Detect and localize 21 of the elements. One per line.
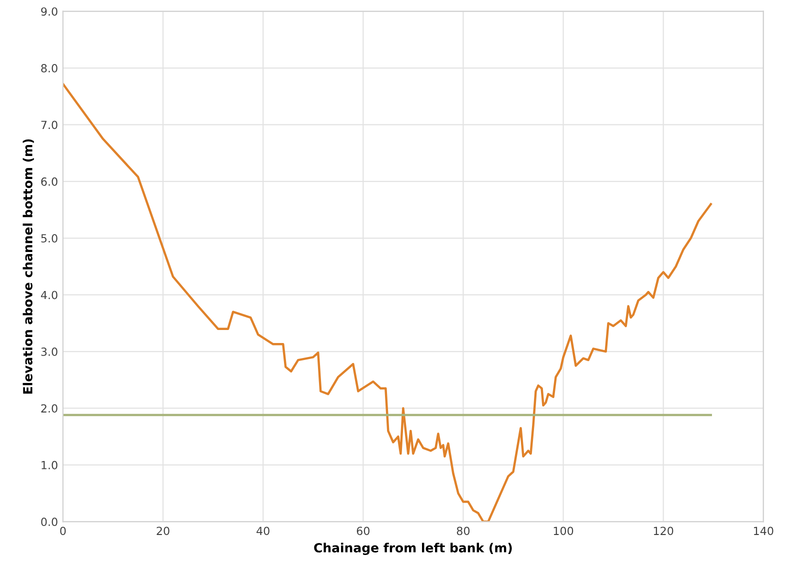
y-axis-title: Elevation above channel bottom (m) bbox=[22, 139, 34, 394]
y-tick-label: 7.0 bbox=[41, 120, 58, 130]
y-tick-label: 1.0 bbox=[42, 460, 58, 470]
x-tick-label: 140 bbox=[754, 526, 774, 536]
x-tick-label: 20 bbox=[156, 526, 170, 536]
x-tick-label: 60 bbox=[356, 526, 370, 536]
y-tick-label: 3.0 bbox=[41, 348, 58, 356]
y-tick-label: 6.0 bbox=[41, 177, 58, 186]
x-tick-label: 100 bbox=[554, 526, 574, 536]
y-tick-label: 5.0 bbox=[41, 234, 58, 243]
y-tick-label: 2.0 bbox=[41, 404, 58, 413]
y-tick-label: 4.0 bbox=[40, 290, 58, 300]
y-tick-label: 9.0 bbox=[41, 7, 58, 16]
x-axis-title: Chainage from left bank (m) bbox=[314, 542, 512, 556]
y-tick-label: 0.0 bbox=[41, 518, 58, 526]
x-tick-label: 80 bbox=[456, 526, 470, 536]
x-tick-label: 40 bbox=[256, 526, 270, 536]
y-tick-label: 8.0 bbox=[41, 64, 58, 72]
line-series bbox=[62, 82, 712, 522]
x-tick-label: 0 bbox=[60, 526, 66, 536]
x-tick-label: 120 bbox=[654, 526, 674, 536]
